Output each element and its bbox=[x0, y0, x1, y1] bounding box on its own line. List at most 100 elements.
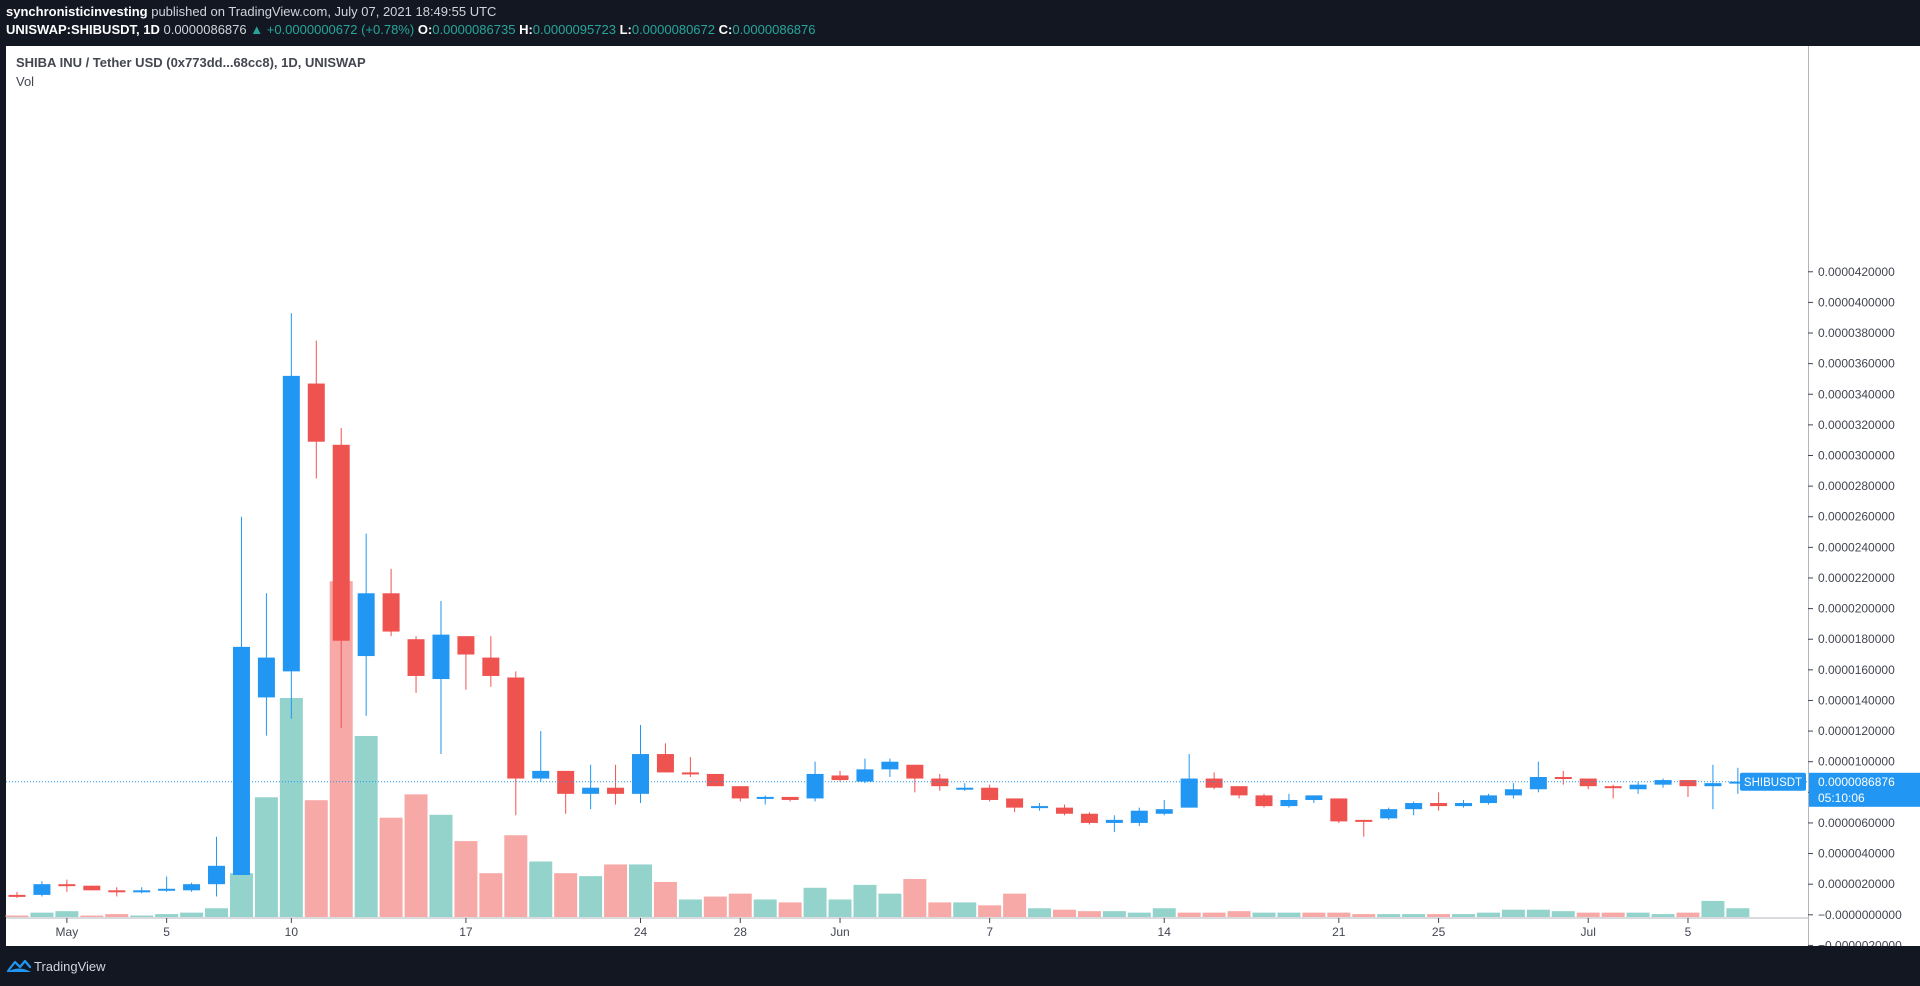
candle-body bbox=[1405, 803, 1423, 810]
volume-bar bbox=[803, 887, 827, 917]
volume-bar bbox=[828, 899, 852, 917]
volume-bar bbox=[678, 899, 702, 917]
y-tick-label: 0.0000360000 bbox=[1818, 357, 1895, 371]
symbol-badge-label: SHIBUSDT bbox=[1744, 777, 1802, 789]
candle-body bbox=[731, 786, 749, 799]
candle-body bbox=[83, 885, 101, 891]
volume-bar bbox=[1402, 914, 1426, 917]
candle-body bbox=[756, 796, 774, 799]
tradingview-logo-icon bbox=[6, 959, 32, 973]
x-tick-label: 24 bbox=[634, 925, 648, 939]
y-tick-label: 0.0000320000 bbox=[1818, 418, 1895, 432]
x-tick-label: 28 bbox=[734, 925, 748, 939]
candle-body bbox=[831, 775, 849, 781]
low-value: 0.0000080672 bbox=[631, 22, 715, 37]
y-tick-label: −0.0000000000 bbox=[1818, 908, 1902, 922]
x-tick-label: Jul bbox=[1581, 925, 1596, 939]
tradingview-brand[interactable]: TradingView bbox=[34, 959, 106, 974]
candle-body bbox=[208, 865, 226, 885]
candle-body bbox=[58, 884, 76, 887]
candle-body bbox=[1704, 783, 1722, 787]
candle-body bbox=[1080, 813, 1098, 823]
symbol-badge bbox=[1740, 772, 1806, 791]
volume-bar bbox=[55, 911, 79, 917]
candle-body bbox=[158, 888, 176, 891]
volume-bar bbox=[329, 581, 353, 917]
candle-body bbox=[1305, 795, 1323, 800]
volume-bar bbox=[728, 893, 752, 917]
open-value: 0.0000086735 bbox=[432, 22, 516, 37]
volume-bar bbox=[1576, 912, 1600, 917]
open-label: O: bbox=[417, 22, 433, 37]
y-tick-label: 0.0000300000 bbox=[1818, 449, 1895, 463]
close-value: 0.0000086876 bbox=[732, 22, 816, 37]
candle-body bbox=[931, 778, 949, 787]
candle-body bbox=[1006, 798, 1024, 808]
volume-bar bbox=[504, 835, 528, 917]
volume-bar bbox=[1626, 912, 1650, 917]
volume-bar bbox=[1127, 912, 1151, 917]
volume-bar bbox=[279, 698, 303, 917]
candle-body bbox=[681, 772, 699, 775]
volume-bar bbox=[953, 902, 977, 917]
volume-bar bbox=[753, 899, 777, 917]
x-tick-label: Jun bbox=[830, 925, 849, 939]
x-tick-label: 5 bbox=[1685, 925, 1692, 939]
candle-body bbox=[1255, 795, 1273, 807]
x-tick-label: 5 bbox=[163, 925, 170, 939]
candle-body bbox=[1579, 778, 1597, 787]
candle-body bbox=[507, 677, 525, 779]
close-label: C: bbox=[718, 22, 733, 37]
volume-label: Vol bbox=[16, 74, 35, 89]
volume-bar bbox=[1726, 908, 1750, 917]
volume-bar bbox=[1152, 908, 1176, 917]
candle-body bbox=[382, 593, 400, 632]
x-tick-label: 14 bbox=[1158, 925, 1172, 939]
chart-title: SHIBA INU / Tether USD (0x773dd...68cc8)… bbox=[16, 55, 366, 70]
low-label: L: bbox=[619, 22, 632, 37]
volume-bar bbox=[354, 735, 378, 917]
x-tick-label: 10 bbox=[285, 925, 299, 939]
candle-body bbox=[1205, 778, 1223, 788]
volume-bar bbox=[1601, 912, 1625, 917]
y-tick-label: 0.0000400000 bbox=[1818, 295, 1895, 309]
candle-body bbox=[482, 657, 500, 676]
candle-body bbox=[108, 890, 126, 893]
volume-bar bbox=[878, 893, 902, 917]
candle-body bbox=[1380, 809, 1398, 819]
volume-bar bbox=[130, 915, 154, 917]
last-price: 0.0000086876 bbox=[163, 22, 247, 37]
candle-body bbox=[457, 636, 475, 655]
candle-body bbox=[1504, 789, 1522, 796]
candle-body bbox=[8, 894, 26, 897]
candle-body bbox=[1629, 784, 1647, 790]
candle-body bbox=[656, 754, 674, 773]
candle-body bbox=[1455, 803, 1473, 807]
volume-bar bbox=[1501, 909, 1525, 917]
volume-bar bbox=[1028, 908, 1052, 917]
volume-bar bbox=[1551, 911, 1575, 917]
volume-bar bbox=[604, 864, 628, 917]
volume-bar bbox=[1102, 911, 1126, 917]
candle-body bbox=[1479, 795, 1497, 804]
volume-bar bbox=[479, 873, 503, 917]
author-name[interactable]: synchronisticinvesting bbox=[6, 4, 148, 19]
candle-body bbox=[1355, 819, 1373, 822]
candle-body bbox=[257, 657, 275, 698]
volume-bar bbox=[928, 902, 952, 917]
x-tick-label: 25 bbox=[1432, 925, 1446, 939]
volume-bar bbox=[105, 914, 129, 917]
y-tick-label: 0.0000180000 bbox=[1818, 632, 1895, 646]
candle-body bbox=[1729, 781, 1747, 784]
candle-body bbox=[133, 890, 151, 893]
candle-body bbox=[1330, 798, 1348, 822]
x-tick-label: 7 bbox=[986, 925, 993, 939]
y-tick-label: 0.0000020000 bbox=[1818, 877, 1895, 891]
candle-body bbox=[582, 787, 600, 794]
volume-bar bbox=[205, 908, 229, 917]
volume-bar bbox=[1452, 914, 1476, 917]
candle-body bbox=[1280, 799, 1298, 807]
volume-bar bbox=[80, 915, 104, 917]
chart-pane[interactable] bbox=[6, 46, 1808, 946]
candle-body bbox=[1105, 819, 1123, 823]
